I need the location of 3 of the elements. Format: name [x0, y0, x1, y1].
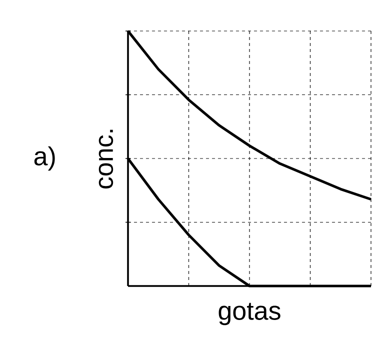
- x-axis-title: gotas: [218, 302, 280, 326]
- y-axis-title: conc.: [98, 130, 114, 188]
- text: a): [34, 146, 55, 171]
